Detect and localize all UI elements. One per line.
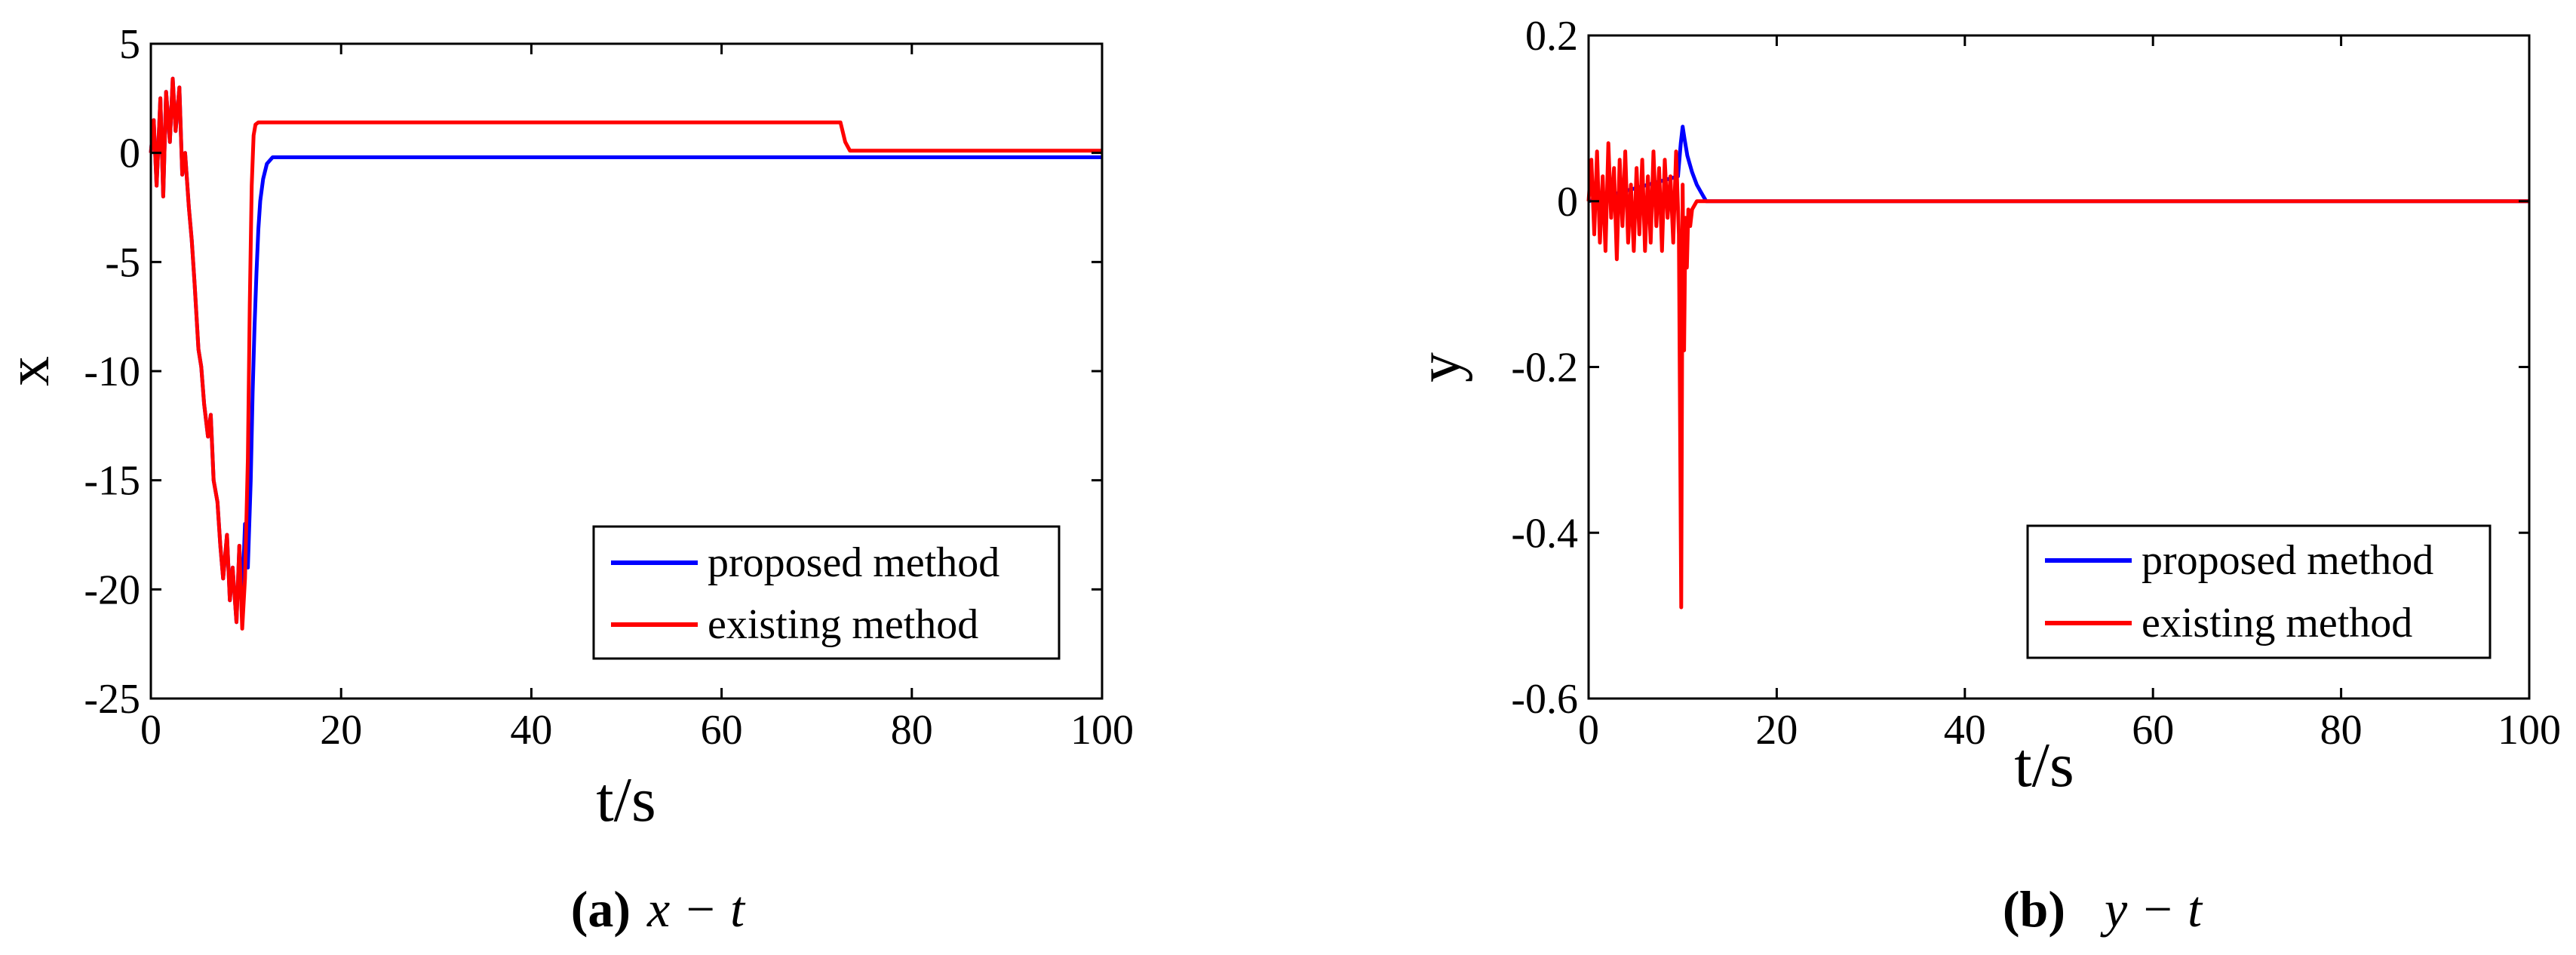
panel-a-ticks: 0 20 40 60 80 100 5 0 -5 -10 -15 -20 -25: [84, 21, 1134, 754]
panel-a-ytick-label: -20: [84, 567, 140, 613]
panel-a-xtick-label: 100: [1070, 707, 1134, 754]
panel-b-ytick-label: -0.2: [1511, 345, 1578, 392]
panel-a-xlabel: t/s: [596, 765, 656, 835]
panel-b-series-proposed-method: [1588, 124, 2529, 204]
panel-a-chart: 0 20 40 60 80 100 5 0 -5 -10 -15 -20 -25 x t/s propo…: [0, 21, 1134, 938]
panel-a-xtick-label: 60: [701, 707, 743, 754]
panel-a-ytick-label: 0: [119, 131, 140, 177]
panel-a-caption-expr: x − t: [646, 880, 746, 938]
panel-a-legend-label-existing: existing method: [708, 601, 978, 648]
panel-b-legend-label-proposed: proposed method: [2142, 537, 2433, 584]
panel-b-ytick-label: -0.6: [1511, 676, 1578, 723]
panel-b-legend-box: [2026, 524, 2492, 659]
panel-b-xtick-label: 0: [1578, 707, 1599, 754]
panel-b-ytick-label: -0.4: [1511, 510, 1578, 557]
panel-a-ytick-label: -25: [84, 676, 140, 723]
panel-a-caption-letter: (a): [571, 880, 631, 938]
panel-a-xtick-label: 20: [320, 707, 362, 754]
panel-b-ticks: 0 20 40 60 80 100 0.2 0 -0.2 -0.4 -0.6: [1511, 13, 2561, 754]
panel-b-chart: 0 20 40 60 80 100 0.2 0 -0.2 -0.4 -0.6 y t/s propo…: [1407, 13, 2561, 938]
panel-a-legend-box: [592, 525, 1061, 660]
panel-a-legend-label-proposed: proposed method: [708, 539, 999, 586]
panel-a-ytick-label: -15: [84, 458, 140, 505]
panel-b-caption-expr: y − t: [2100, 880, 2203, 938]
panel-a-ytick-label: 5: [119, 21, 140, 68]
panel-a-xtick-label: 40: [510, 707, 552, 754]
panel-a-xtick-label: 80: [891, 707, 933, 754]
panel-b-series-existing-method: [1586, 141, 2529, 610]
panel-b-xtick-label: 60: [2132, 707, 2174, 754]
panel-a-series-group: [149, 76, 1102, 631]
panel-a-legend: proposed method existing method: [592, 525, 1061, 660]
panel-b-legend: proposed method existing method: [2026, 524, 2492, 659]
panel-b-xtick-label: 100: [2498, 707, 2561, 754]
panel-b-series-group: [1586, 124, 2529, 610]
panel-b-xtick-label: 40: [1944, 707, 1986, 754]
panel-b-legend-label-existing: existing method: [2142, 600, 2412, 646]
panel-b-xtick-label: 80: [2320, 707, 2363, 754]
panel-b-xlabel: t/s: [2014, 730, 2074, 800]
panel-b-xtick-label: 20: [1755, 707, 1798, 754]
panel-a-ytick-label: -10: [84, 349, 140, 395]
panel-a-xtick-label: 0: [140, 707, 161, 754]
panel-b-ytick-label: 0: [1557, 179, 1578, 226]
panel-a-ylabel: x: [0, 356, 62, 386]
panel-a-ytick-label: -5: [105, 239, 140, 286]
panel-b-ytick-label: 0.2: [1525, 13, 1578, 60]
panel-b-ylabel: y: [1407, 352, 1473, 382]
panel-b-caption-letter: (b): [2003, 880, 2065, 938]
panel-a-series-existing-method: [149, 76, 1102, 631]
